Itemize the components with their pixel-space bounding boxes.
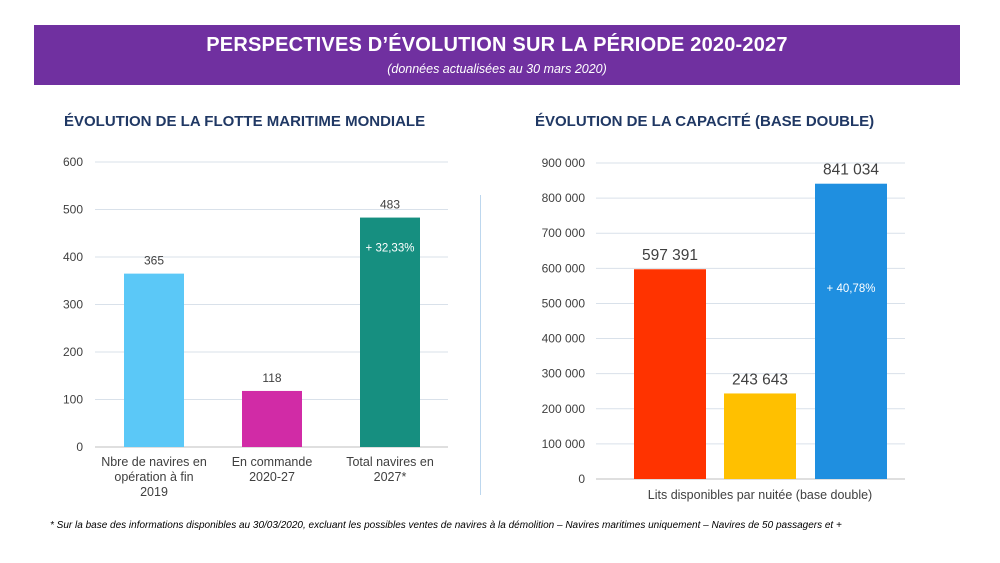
capacity-chart-title: ÉVOLUTION DE LA CAPACITÉ (BASE DOUBLE) [535,113,875,130]
fleet-category-label: En commande [232,455,313,469]
capacity-growth-annotation: + 40,78% [827,283,876,295]
page-subtitle: (données actualisées au 30 mars 2020) [387,62,607,76]
fleet-value-label: 118 [262,371,281,385]
capacity-value-label: 597 391 [642,247,698,264]
fleet-y-tick: 300 [63,298,83,312]
fleet-category-label: 2019 [140,485,168,499]
chart-divider [480,195,481,495]
page-title: PERSPECTIVES D’ÉVOLUTION SUR LA PÉRIODE … [206,34,788,56]
capacity-y-tick: 200 000 [542,402,586,416]
capacity-y-tick: 0 [578,472,585,486]
capacity-y-tick: 700 000 [542,226,586,240]
capacity-y-tick: 100 000 [542,437,586,451]
footnote: * Sur la base des informations disponibl… [50,520,842,531]
fleet-bar [242,390,302,447]
capacity-y-tick: 800 000 [542,191,586,205]
fleet-y-tick: 600 [63,155,83,169]
fleet-y-tick: 400 [63,250,83,264]
fleet-category-label: opération à fin [114,470,193,484]
fleet-value-label: 483 [380,198,400,212]
fleet-y-tick: 0 [76,440,83,454]
fleet-category-label: Total navires en [346,455,434,469]
capacity-y-tick: 400 000 [542,332,586,346]
capacity-y-tick: 500 000 [542,296,586,310]
header-banner: PERSPECTIVES D’ÉVOLUTION SUR LA PÉRIODE … [34,25,960,85]
capacity-y-tick: 300 000 [542,367,586,381]
capacity-bar [815,183,887,479]
capacity-value-label: 243 643 [732,371,788,388]
fleet-growth-annotation: + 32,33% [366,243,415,255]
fleet-y-tick: 200 [63,345,83,359]
capacity-y-tick: 600 000 [542,261,586,275]
fleet-y-tick: 500 [63,203,83,217]
capacity-bar [724,393,796,479]
capacity-x-axis-label: Lits disponibles par nuitée (base double… [648,488,872,502]
fleet-value-label: 365 [144,254,164,268]
fleet-chart-title: ÉVOLUTION DE LA FLOTTE MARITIME MONDIALE [64,113,426,130]
capacity-bar [634,269,706,479]
capacity-y-tick: 900 000 [542,156,586,170]
fleet-bar [360,217,420,447]
fleet-category-label: 2020-27 [249,470,295,484]
capacity-value-label: 841 034 [823,162,879,179]
fleet-category-label: Nbre de navires en [101,455,207,469]
fleet-bar [124,273,184,447]
fleet-category-label: 2027* [374,470,407,484]
fleet-y-tick: 100 [63,393,83,407]
